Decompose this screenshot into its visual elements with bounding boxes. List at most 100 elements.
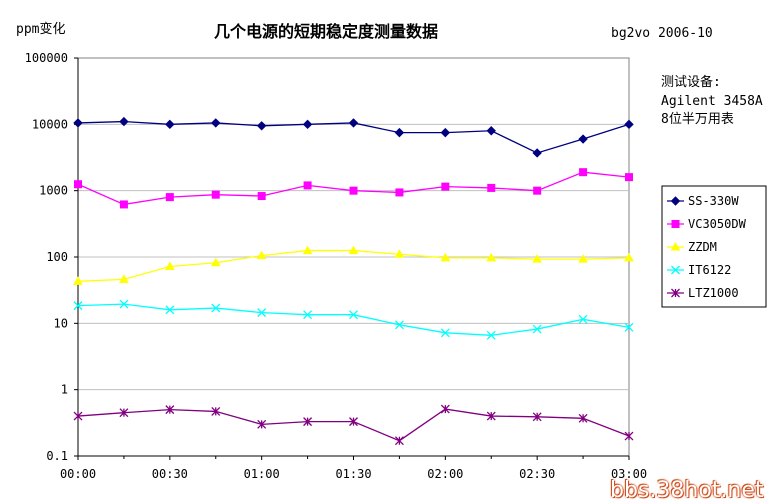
y-tick-label: 0.1 [46, 449, 68, 463]
series-it6122 [73, 299, 634, 340]
data-point-ss-330w [532, 148, 542, 158]
data-point-vc3050dw [487, 183, 496, 192]
data-point-zzdm [394, 249, 405, 258]
data-point-zzdm [486, 252, 497, 262]
series-ss-330w [73, 116, 634, 158]
x-tick-label: 00:00 [60, 467, 96, 481]
data-point-ltz1000 [257, 419, 267, 429]
y-tick-label: 10000 [32, 117, 68, 131]
data-point-vc3050dw [165, 193, 174, 202]
data-point-ss-330w [440, 127, 451, 138]
y-tick-label: 100000 [25, 51, 68, 65]
legend-marker-ltz1000 [671, 288, 680, 298]
watermark: bbs.38hot.net [610, 478, 764, 503]
legend-marker-it6122 [671, 265, 680, 275]
data-point-it6122 [119, 299, 129, 309]
data-point-vc3050dw [441, 182, 450, 191]
data-point-vc3050dw [625, 173, 633, 182]
data-point-it6122 [165, 305, 175, 315]
data-point-ltz1000 [119, 408, 129, 418]
data-point-vc3050dw [211, 190, 220, 199]
data-point-ss-330w [211, 118, 221, 128]
legend-marker-zzdm [670, 241, 681, 251]
data-point-ss-330w [119, 116, 129, 127]
y-tick-label: 1 [61, 383, 68, 397]
data-point-ltz1000 [578, 413, 588, 423]
chart-title: 几个电源的短期稳定度测量数据 [214, 22, 439, 41]
data-point-it6122 [303, 310, 313, 320]
data-point-ltz1000 [165, 405, 175, 415]
legend-label-vc3050dw: VC3050DW [688, 217, 747, 231]
y-tick-label: 1000 [39, 184, 68, 198]
series-ltz1000 [73, 404, 634, 446]
x-tick-label: 03:00 [611, 467, 647, 481]
data-point-ltz1000 [303, 417, 313, 427]
legend: SS-330W VC3050DW ZZDM IT6122 LTZ1000 [661, 185, 767, 308]
data-point-it6122 [211, 303, 221, 313]
x-tick-label: 00:30 [152, 467, 188, 481]
data-point-zzdm [578, 254, 588, 263]
series-zzdm [73, 245, 634, 285]
data-point-ltz1000 [349, 417, 358, 427]
data-point-ss-330w [486, 126, 496, 136]
data-point-vc3050dw [119, 200, 128, 209]
data-point-it6122 [349, 310, 358, 320]
x-tick-label: 01:00 [244, 467, 280, 481]
x-tick-label: 02:00 [427, 467, 463, 481]
data-point-it6122 [440, 328, 450, 338]
y-axis-unit-label: ppm变化 [16, 22, 66, 37]
legend-marker-vc3050dw [671, 220, 680, 228]
data-point-it6122 [73, 301, 83, 311]
data-point-zzdm [164, 261, 175, 270]
data-point-zzdm [302, 245, 313, 255]
data-point-ltz1000 [394, 436, 404, 446]
author-date-label: bg2vo 2006-10 [611, 26, 713, 41]
equipment-note-line3: 8位半万用表 [661, 112, 734, 127]
data-point-zzdm [440, 252, 451, 262]
data-point-ltz1000 [211, 406, 221, 416]
data-point-ltz1000 [440, 404, 450, 414]
legend-label-ltz1000: LTZ1000 [688, 286, 739, 300]
data-point-vc3050dw [303, 181, 312, 190]
legend-marker-ss-330w [670, 196, 681, 206]
data-point-zzdm [624, 252, 634, 262]
data-point-vc3050dw [74, 180, 82, 189]
y-tick-label: 100 [46, 250, 68, 264]
data-point-zzdm [256, 250, 267, 260]
data-point-ltz1000 [532, 412, 542, 422]
data-point-zzdm [119, 274, 129, 283]
data-point-ss-330w [348, 118, 359, 128]
data-point-it6122 [486, 330, 496, 340]
data-point-ss-330w [256, 121, 267, 131]
data-point-ss-330w [302, 119, 313, 130]
data-point-ltz1000 [486, 411, 496, 421]
data-point-it6122 [257, 308, 267, 318]
data-point-ltz1000 [624, 431, 634, 441]
data-point-ltz1000 [73, 411, 83, 421]
data-point-zzdm [73, 276, 83, 285]
data-point-ss-330w [578, 134, 588, 144]
data-point-vc3050dw [395, 188, 404, 197]
series-vc3050dw [74, 168, 633, 209]
legend-label-ss-330w: SS-330W [688, 194, 739, 208]
y-tick-label: 10 [54, 316, 68, 330]
data-point-zzdm [210, 257, 221, 267]
legend-label-it6122: IT6122 [688, 263, 731, 277]
data-point-ss-330w [73, 118, 83, 128]
data-point-vc3050dw [579, 168, 588, 177]
data-point-zzdm [532, 254, 543, 263]
data-point-it6122 [578, 314, 588, 324]
data-point-ss-330w [165, 119, 175, 130]
data-point-ss-330w [624, 119, 634, 130]
equipment-note-line1: 测试设备: [661, 75, 721, 90]
data-point-vc3050dw [257, 192, 266, 201]
data-point-vc3050dw [533, 186, 542, 195]
data-point-it6122 [394, 320, 404, 330]
legend-label-zzdm: ZZDM [688, 240, 717, 254]
data-point-zzdm [348, 245, 359, 255]
data-point-ss-330w [394, 127, 405, 138]
data-point-it6122 [624, 322, 634, 332]
data-point-it6122 [532, 324, 542, 334]
